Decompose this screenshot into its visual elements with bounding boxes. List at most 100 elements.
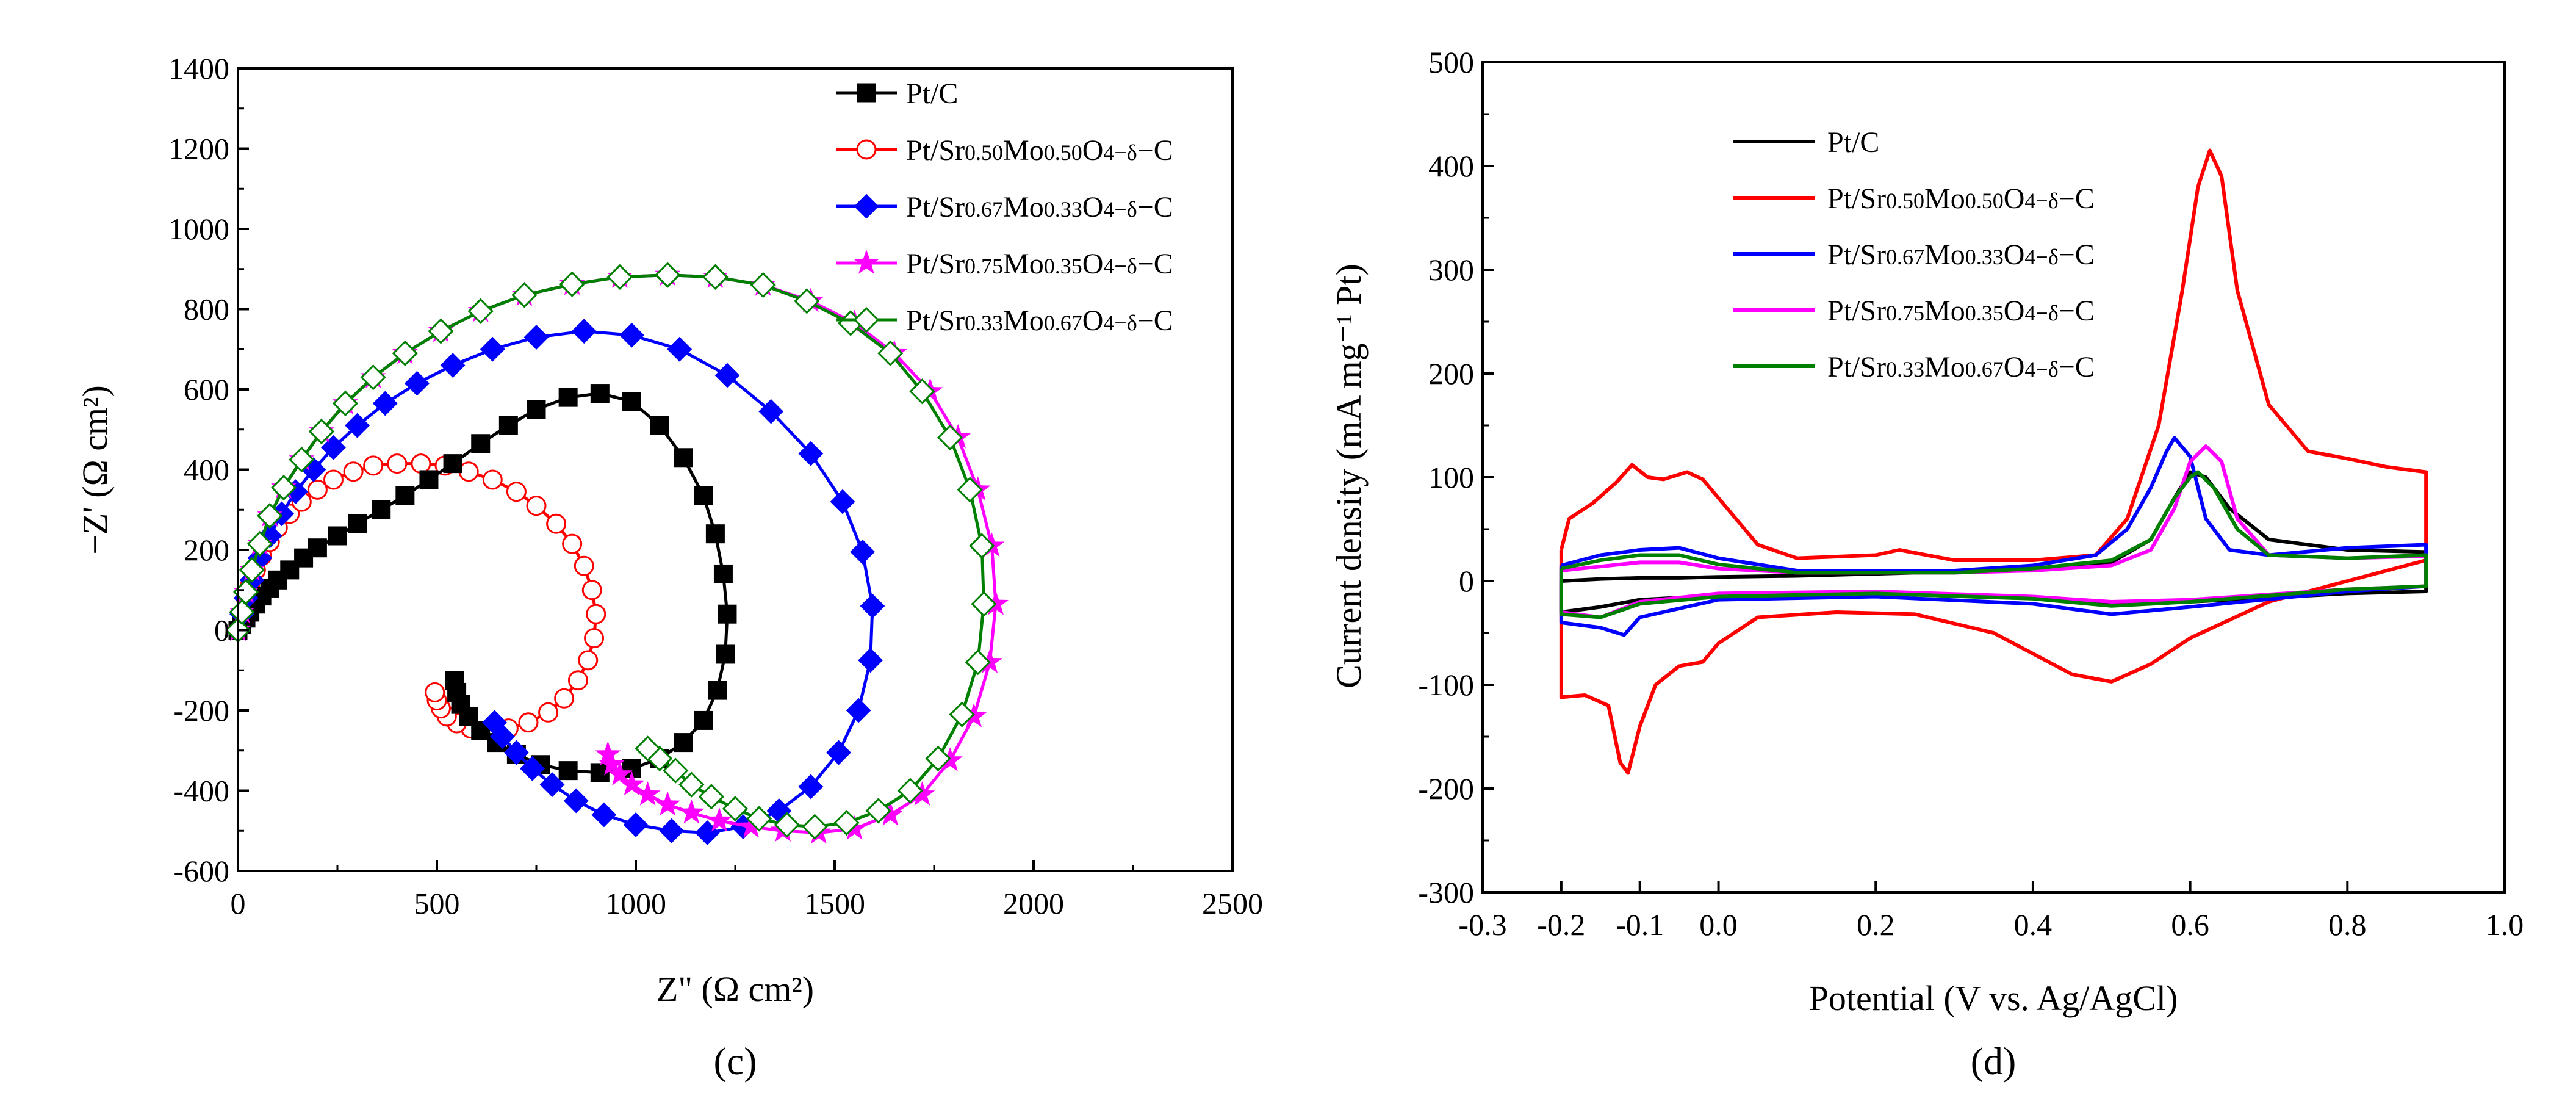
panel-d-x-tick-label: 0.4 bbox=[2014, 908, 2053, 942]
panel-c-data-point bbox=[635, 735, 661, 762]
panel-c-data-point bbox=[650, 416, 669, 435]
panel-d-series-curve bbox=[1559, 436, 2428, 637]
panel-c-y-tick-label: -400 bbox=[173, 774, 229, 808]
panel-c-data-point bbox=[584, 628, 605, 649]
panel-d-x-tick-label: 0.6 bbox=[2171, 908, 2209, 942]
panel-c-y-tick-label: 200 bbox=[184, 533, 229, 567]
panel-c-plot-frame bbox=[237, 67, 1234, 872]
panel-c-x-tick-label: 2500 bbox=[1202, 886, 1263, 920]
panel-c-data-point bbox=[860, 593, 885, 619]
panel-c-data-point bbox=[428, 318, 454, 344]
panel-c-data-point bbox=[798, 774, 824, 800]
panel-d-label: (d) bbox=[1971, 1039, 2017, 1083]
panel-d-y-tick-label: -100 bbox=[1418, 668, 1474, 702]
panel-c-data-point bbox=[482, 469, 503, 490]
panel-d-legend-item: Pt/Sr0.33Mo0.67O4−δ−C bbox=[1733, 351, 2095, 383]
panel-c-data-point bbox=[425, 682, 445, 702]
panel-c-data-point bbox=[659, 818, 685, 843]
panel-c-data-point bbox=[833, 809, 860, 836]
panel-c-data-point bbox=[503, 740, 529, 765]
panel-c-data-point bbox=[574, 555, 594, 576]
panel-c-data-point bbox=[678, 771, 705, 798]
panel-c-data-point bbox=[363, 455, 384, 476]
panel-c-y-tick-label: 400 bbox=[184, 453, 229, 487]
panel-c-data-point bbox=[270, 474, 297, 501]
panel-d-x-tick-label: -0.2 bbox=[1537, 908, 1585, 942]
panel-d-y-axis-label: Current density (mA mg⁻¹ Pt) bbox=[1329, 264, 1369, 688]
panel-c-series-pt-sr0-67mo0-33o4-c bbox=[225, 319, 885, 845]
panel-c-data-point bbox=[581, 580, 602, 601]
panel-c-data-point bbox=[526, 496, 547, 516]
panel-c-x-tick-label: 500 bbox=[414, 886, 460, 920]
panel-c-data-point bbox=[308, 418, 335, 445]
panel-d-series-pt-sr0-50mo0-50o4-c bbox=[1559, 148, 2428, 775]
panel-c-y-tick-label: 600 bbox=[184, 372, 229, 406]
panel-c-data-point bbox=[663, 757, 689, 784]
panel-c-data-point bbox=[332, 390, 359, 417]
panel-d-legend-label: Pt/Sr0.67Mo0.33O4−δ−C bbox=[1827, 239, 2095, 271]
panel-c-legend-label: Pt/Sr0.33Mo0.67O4−δ−C bbox=[906, 305, 1173, 337]
panel-c-data-point bbox=[897, 778, 924, 804]
panel-c-data-point bbox=[443, 454, 462, 474]
panel-c-data-point bbox=[511, 282, 538, 308]
panel-c-legend-marker bbox=[854, 193, 879, 219]
panel-c-data-point bbox=[705, 524, 725, 544]
panel-d-series-pt-sr0-33mo0-67o4-c bbox=[1559, 470, 2428, 619]
panel-d-legend: Pt/C Pt/Sr0.50Mo0.50O4−δ−C Pt/Sr0.67Mo0.33… bbox=[1733, 126, 2095, 383]
panel-c-data-point bbox=[909, 378, 935, 405]
panel-c-y-tick-label: 800 bbox=[184, 292, 229, 327]
panel-d-x-tick-label: -0.3 bbox=[1458, 908, 1506, 942]
panel-c-data-point bbox=[678, 799, 705, 824]
panel-c-data-point bbox=[328, 526, 347, 546]
panel-c-data-point bbox=[702, 264, 729, 291]
panel-c-legend-marker bbox=[854, 250, 879, 274]
panel-c-data-point bbox=[865, 798, 891, 824]
panel-c-data-point bbox=[562, 533, 583, 554]
panel-c-data-point bbox=[578, 650, 599, 671]
panel-c-data-point bbox=[246, 531, 273, 557]
panel-c-data-point bbox=[965, 649, 991, 676]
panel-d-legend-item: Pt/C bbox=[1733, 126, 1879, 159]
panel-c-data-point bbox=[619, 322, 644, 348]
panel-c-data-point bbox=[674, 448, 693, 468]
panel-c-data-point bbox=[323, 469, 344, 490]
panel-d-legend-label: Pt/Sr0.33Mo0.67O4−δ−C bbox=[1827, 351, 2095, 383]
panel-c-data-point bbox=[307, 479, 328, 500]
panel-c-data-point bbox=[445, 671, 464, 690]
panel-c-data-point bbox=[482, 710, 507, 735]
panel-d-y-tick-label: -300 bbox=[1418, 875, 1474, 909]
panel-c-series-pt-sr0-33mo0-67o4-c bbox=[225, 262, 997, 840]
panel-c-x-tick-label: 0 bbox=[231, 886, 246, 920]
panel-c-legend: Pt/C Pt/Sr0.50Mo0.50O4−δ−C Pt/Sr0.67Mo0.33… bbox=[836, 78, 1173, 337]
panel-c-data-point bbox=[655, 791, 681, 816]
panel-c-y-tick-label: 1000 bbox=[168, 212, 229, 246]
panel-c-data-point bbox=[971, 591, 997, 617]
panel-c-data-point bbox=[850, 539, 876, 565]
panel-c-data-point bbox=[520, 756, 545, 781]
panel-c-data-point bbox=[957, 477, 983, 503]
panel-c-legend-item: Pt/Sr0.67Mo0.33O4−δ−C bbox=[836, 191, 1173, 223]
panel-d-plot-frame bbox=[1481, 61, 2506, 894]
panel-c-data-point bbox=[239, 557, 265, 583]
panel-c-data-point bbox=[830, 489, 855, 514]
panel-c-x-tick-label: 1000 bbox=[605, 886, 666, 920]
panel-c-data-point bbox=[467, 298, 494, 324]
panel-d-x-tick-label: 0.8 bbox=[2328, 908, 2367, 942]
panel-d-y-tick-label: 200 bbox=[1428, 356, 1474, 391]
panel-d-x-tick-label: 0.2 bbox=[1857, 908, 1895, 942]
panel-c-data-point bbox=[554, 688, 575, 709]
panel-c-data-point bbox=[348, 514, 367, 533]
panel-d-legend-label: Pt/Sr0.50Mo0.50O4−δ−C bbox=[1827, 182, 2095, 215]
panel-c-data-point bbox=[563, 788, 589, 814]
panel-c-data-point bbox=[558, 761, 578, 781]
panel-c-legend-item: Pt/Sr0.75Mo0.35O4−δ−C bbox=[836, 248, 1173, 280]
panel-c-data-point bbox=[667, 336, 693, 362]
panel-c-legend-label: Pt/C bbox=[906, 78, 958, 110]
panel-c-data-point bbox=[538, 702, 559, 723]
panel-d-legend-label: Pt/Sr0.75Mo0.35O4−δ−C bbox=[1827, 295, 2095, 327]
panel-d-x-tick-label: -0.1 bbox=[1616, 908, 1664, 942]
panel-c-data-point bbox=[387, 453, 408, 474]
panel-c-data-point bbox=[802, 814, 828, 840]
panel-c-data-point bbox=[289, 446, 315, 473]
panel-c-data-point bbox=[858, 648, 883, 673]
